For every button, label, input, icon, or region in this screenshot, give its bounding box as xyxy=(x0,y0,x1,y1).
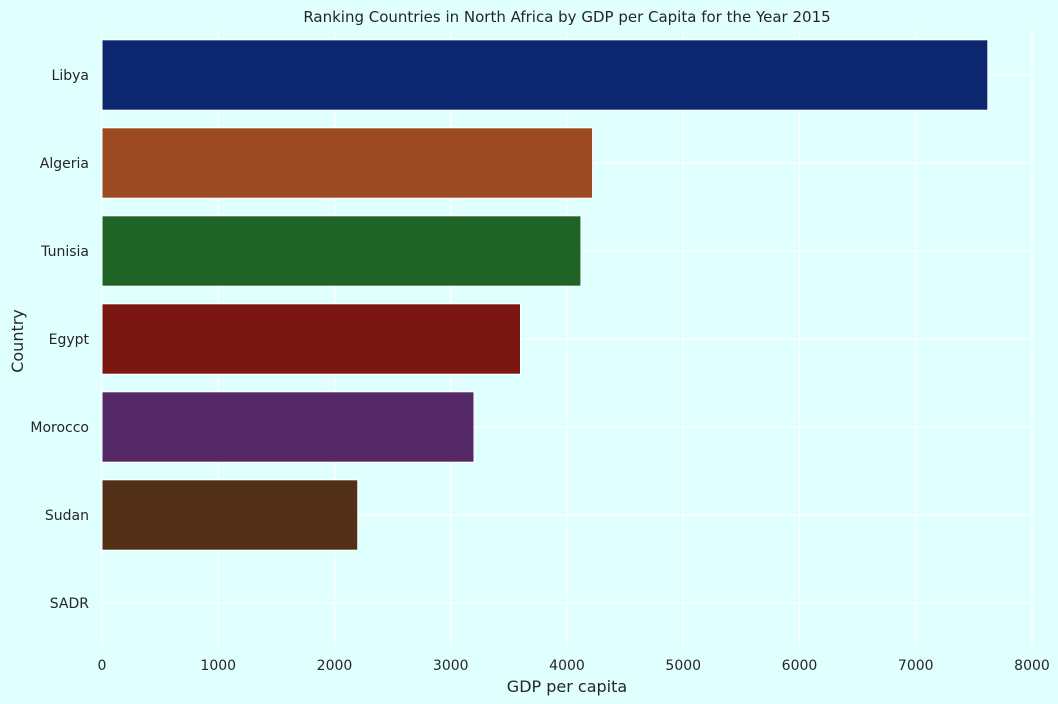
x-tick-label: 5000 xyxy=(665,658,701,674)
y-tick-label: Tunisia xyxy=(40,244,89,260)
y-axis-label: Country xyxy=(8,309,27,373)
x-tick-label: 7000 xyxy=(898,658,934,674)
x-tick-label: 0 xyxy=(98,658,107,674)
x-axis-ticks: 0 1000 2000 3000 4000 5000 6000 7000 8000 xyxy=(98,658,1050,674)
chart-title: Ranking Countries in North Africa by GDP… xyxy=(303,8,830,26)
x-tick-label: 8000 xyxy=(1014,658,1050,674)
y-axis-ticks: Libya Algeria Tunisia Egypt Morocco Sudan SADR xyxy=(30,68,89,612)
bar-algeria xyxy=(101,127,594,199)
bar-libya xyxy=(101,39,989,111)
x-tick-label: 2000 xyxy=(317,658,353,674)
bar-tunisia xyxy=(101,215,582,287)
y-tick-label: Sudan xyxy=(45,508,89,524)
x-tick-label: 4000 xyxy=(549,658,585,674)
y-tick-label: Egypt xyxy=(49,332,90,348)
y-tick-label: SADR xyxy=(50,596,90,612)
x-axis-label: GDP per capita xyxy=(507,677,627,696)
bar-morocco xyxy=(101,391,475,463)
x-tick-label: 3000 xyxy=(433,658,469,674)
x-tick-label: 6000 xyxy=(782,658,818,674)
y-tick-label: Libya xyxy=(52,68,89,84)
bars xyxy=(101,39,989,551)
bar-egypt xyxy=(101,303,521,375)
x-tick-label: 1000 xyxy=(200,658,236,674)
bar-sudan xyxy=(101,479,359,551)
y-tick-label: Algeria xyxy=(40,156,89,172)
y-tick-label: Morocco xyxy=(30,420,89,436)
